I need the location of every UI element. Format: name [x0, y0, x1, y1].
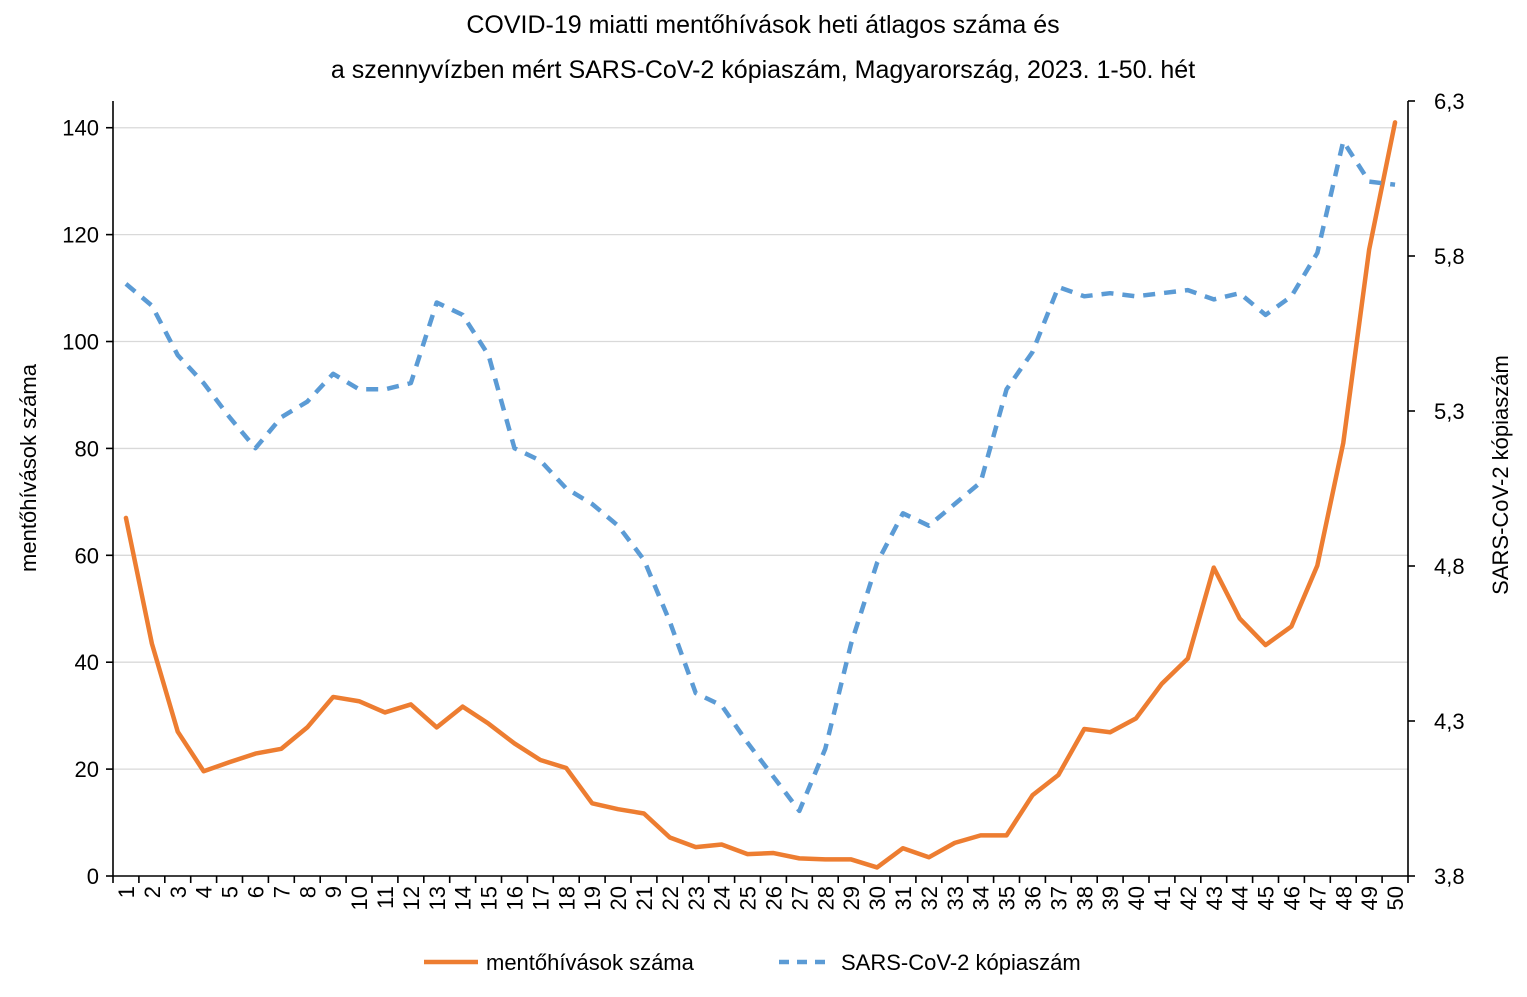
x-tick-label: 50 [1383, 886, 1408, 910]
left-axis-title: mentőhívások száma [16, 363, 41, 572]
x-tick-label: 24 [710, 886, 735, 910]
x-tick-label: 19 [580, 886, 605, 910]
chart-title-line-2: a szennyvízben mért SARS-CoV-2 kópiaszám… [331, 56, 1195, 84]
x-tick-label: 40 [1124, 886, 1149, 910]
x-tick-label: 10 [347, 886, 372, 910]
left-tick-label: 0 [87, 864, 99, 889]
legend-label-calls: mentőhívások száma [486, 950, 695, 975]
right-tick-label: 5,8 [1434, 244, 1465, 269]
x-tick-label: 20 [606, 886, 631, 910]
x-tick-label: 39 [1098, 886, 1123, 910]
x-tick-label: 25 [736, 886, 761, 910]
x-tick-label: 41 [1150, 886, 1175, 910]
gridlines [113, 127, 1408, 770]
x-tick-label: 2 [140, 886, 165, 898]
right-axis-ticks: 3,8 4,3 4,8 5,3 5,8 6,3 [1408, 89, 1465, 889]
x-tick-label: 29 [839, 886, 864, 910]
x-tick-label: 16 [502, 886, 527, 910]
right-tick-label: 3,8 [1434, 864, 1465, 889]
left-tick-label: 80 [75, 436, 99, 461]
x-tick-label: 44 [1228, 886, 1253, 910]
right-tick-label: 6,3 [1434, 89, 1465, 114]
legend-label-copies: SARS-CoV-2 kópiaszám [841, 950, 1081, 975]
x-tick-label: 37 [1046, 886, 1071, 910]
series-line-0 [123, 120, 1398, 870]
x-tick-label: 12 [399, 886, 424, 910]
x-tick-label: 35 [995, 886, 1020, 910]
x-tick-label: 1 [114, 886, 139, 898]
x-tick-label: 30 [865, 886, 890, 910]
x-tick-label: 11 [373, 886, 398, 909]
x-tick-label: 4 [192, 886, 217, 898]
x-tick-label: 46 [1279, 886, 1304, 910]
right-tick-label: 4,8 [1434, 554, 1465, 579]
left-tick-label: 60 [75, 543, 99, 568]
left-axis-ticks: 0 20 40 60 80 100 120 140 [62, 116, 113, 889]
x-tick-label: 33 [943, 886, 968, 910]
right-tick-label: 5,3 [1434, 399, 1465, 424]
x-tick-label: 15 [477, 886, 502, 910]
left-tick-label: 20 [75, 757, 99, 782]
x-tick-label: 28 [813, 886, 838, 910]
x-tick-label: 23 [684, 886, 709, 910]
x-tick-label: 47 [1305, 886, 1330, 910]
series-line-1 [124, 139, 1396, 814]
chart-title-line-1: COVID-19 miatti mentőhívások heti átlago… [466, 11, 1059, 39]
series-layer [123, 120, 1398, 870]
x-tick-label: 18 [554, 886, 579, 910]
x-axis-ticks: 1 2 3 4 5 6 7 8 9 10 11 12 13 14 15 16 17 18 19 20 21 22 23 24 2… [112, 876, 1409, 910]
x-tick-label: 13 [425, 886, 450, 910]
x-tick-label: 31 [891, 886, 916, 910]
x-tick-label: 7 [269, 886, 294, 898]
left-tick-label: 40 [75, 650, 99, 675]
x-tick-label: 34 [969, 886, 994, 910]
x-tick-label: 6 [243, 886, 268, 898]
x-tick-label: 36 [1020, 886, 1045, 910]
x-tick-label: 14 [451, 886, 476, 910]
x-tick-label: 5 [218, 886, 243, 898]
x-tick-label: 38 [1072, 886, 1097, 910]
x-tick-label: 21 [632, 886, 657, 910]
legend: mentőhívások száma SARS-CoV-2 kópiaszám [424, 950, 1081, 975]
x-tick-label: 32 [917, 886, 942, 910]
left-tick-label: 120 [62, 223, 99, 248]
x-tick-label: 49 [1357, 886, 1382, 910]
x-tick-label: 22 [658, 886, 683, 910]
x-tick-label: 26 [761, 886, 786, 910]
x-tick-label: 45 [1254, 886, 1279, 910]
x-tick-label: 43 [1202, 886, 1227, 910]
x-tick-label: 42 [1176, 886, 1201, 910]
x-tick-label: 48 [1331, 886, 1356, 910]
x-tick-label: 8 [295, 886, 320, 898]
right-tick-label: 4,3 [1434, 709, 1465, 734]
x-tick-label: 3 [166, 886, 191, 898]
left-tick-label: 140 [62, 116, 99, 141]
x-tick-label: 17 [528, 886, 553, 910]
x-tick-label: 27 [787, 886, 812, 910]
left-tick-label: 100 [62, 330, 99, 355]
x-tick-label: 9 [321, 886, 346, 898]
right-axis-title: SARS-CoV-2 kópiaszám [1488, 355, 1513, 595]
